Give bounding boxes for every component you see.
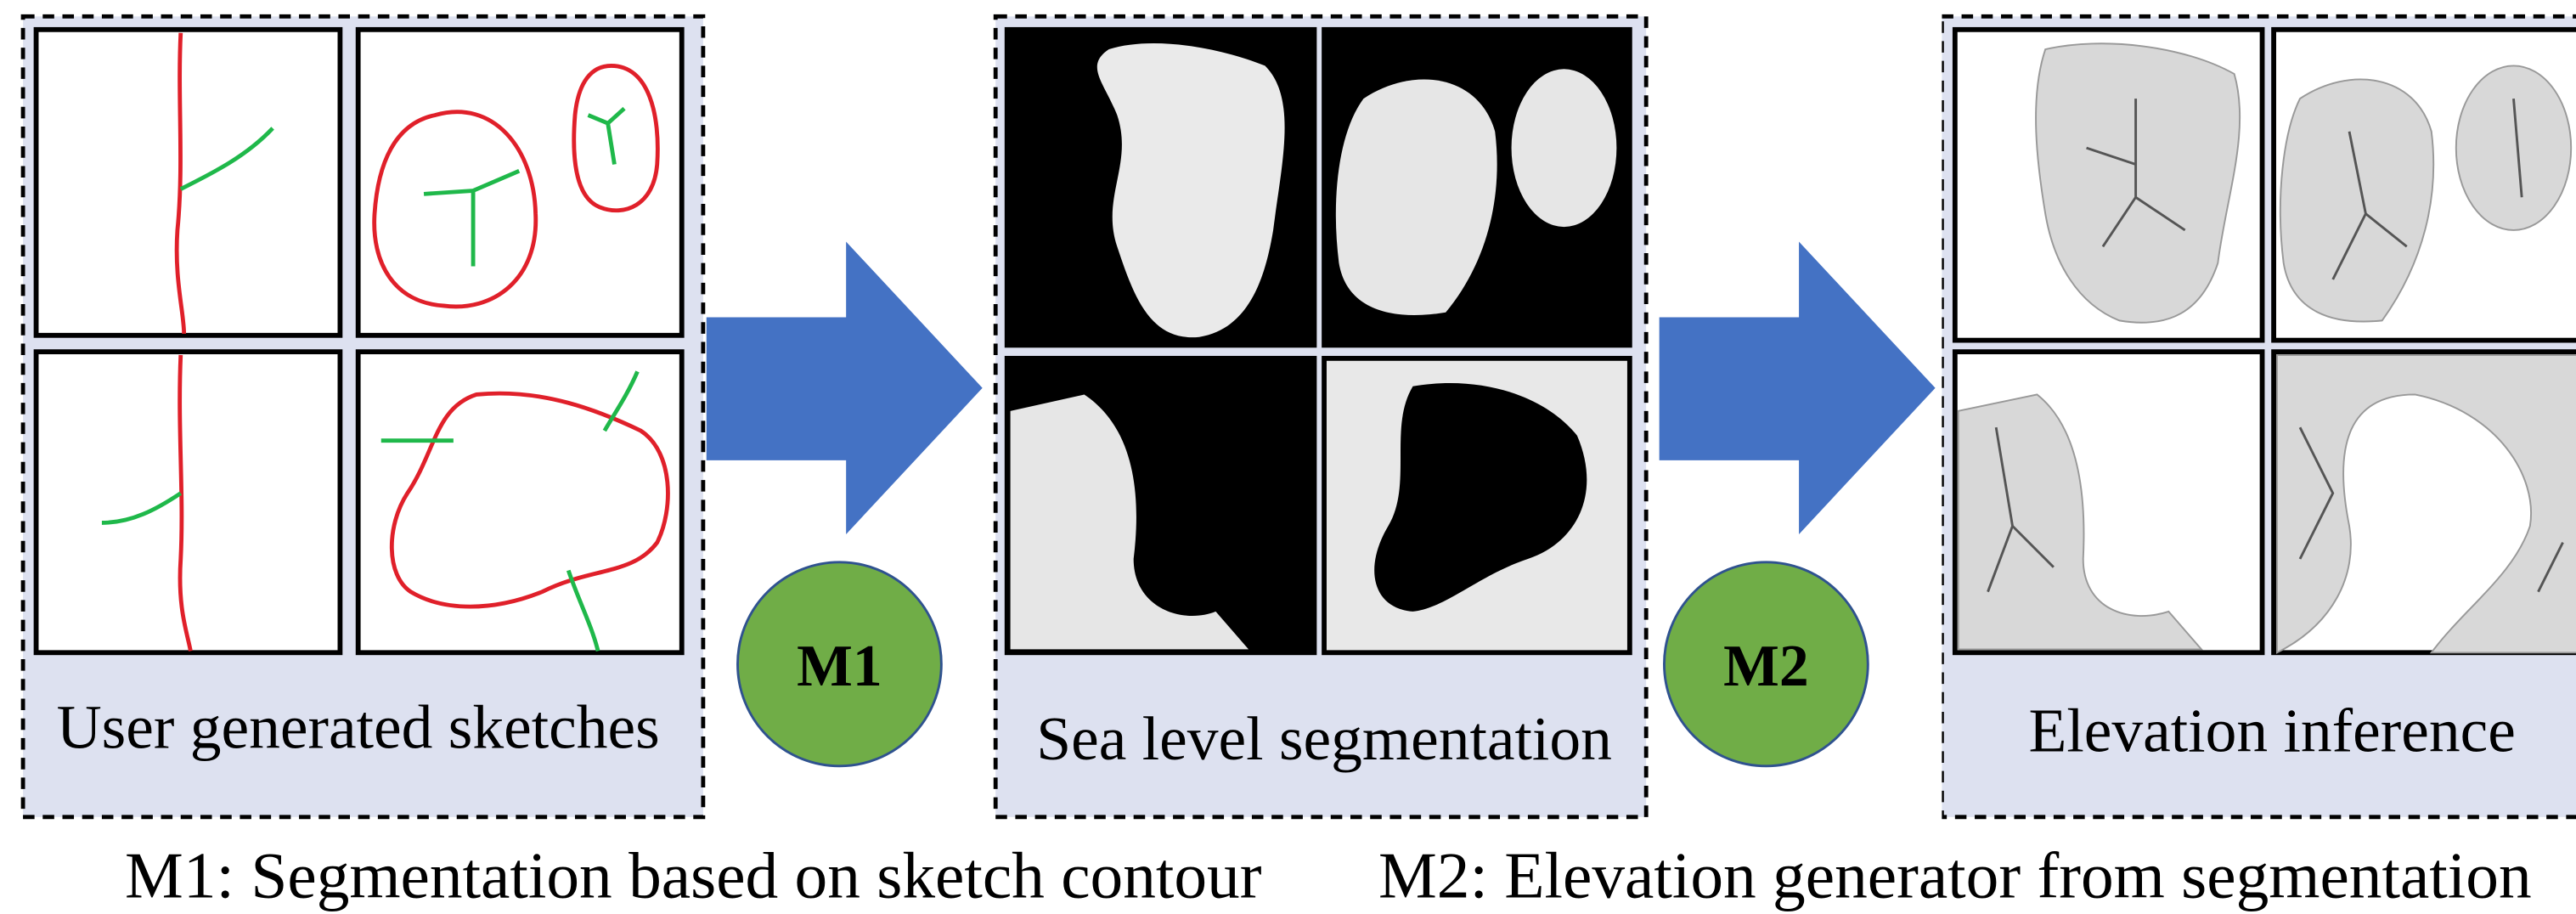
- panel-label: Elevation inference: [2028, 695, 2515, 764]
- sketch-tile: [37, 30, 341, 336]
- model-label: M1: [797, 634, 882, 699]
- sketch-panel: User generated sketches: [23, 16, 703, 816]
- panel-label: User generated sketches: [57, 692, 660, 762]
- arrow: [707, 241, 983, 533]
- page: User generated sketches M1 Sea level seg…: [0, 0, 2576, 914]
- caption: M1: Segmentation based on sketch contour: [125, 839, 1262, 912]
- arrow: [1660, 241, 1936, 533]
- terrain: [2456, 65, 2571, 230]
- diagram: User generated sketches M1 Sea level seg…: [0, 0, 2576, 914]
- panel-label: Sea level segmentation: [1036, 703, 1612, 773]
- caption: M2: Elevation generator from segmentatio…: [1378, 839, 2532, 912]
- elevation-panel: Elevation inference: [1942, 16, 2576, 816]
- model-label: M2: [1723, 634, 1809, 699]
- land-area: [1512, 69, 1617, 227]
- sketch-tile: [37, 352, 341, 652]
- segmentation-panel: Sea level segmentation: [995, 16, 1646, 816]
- sketch-tile: [358, 352, 682, 652]
